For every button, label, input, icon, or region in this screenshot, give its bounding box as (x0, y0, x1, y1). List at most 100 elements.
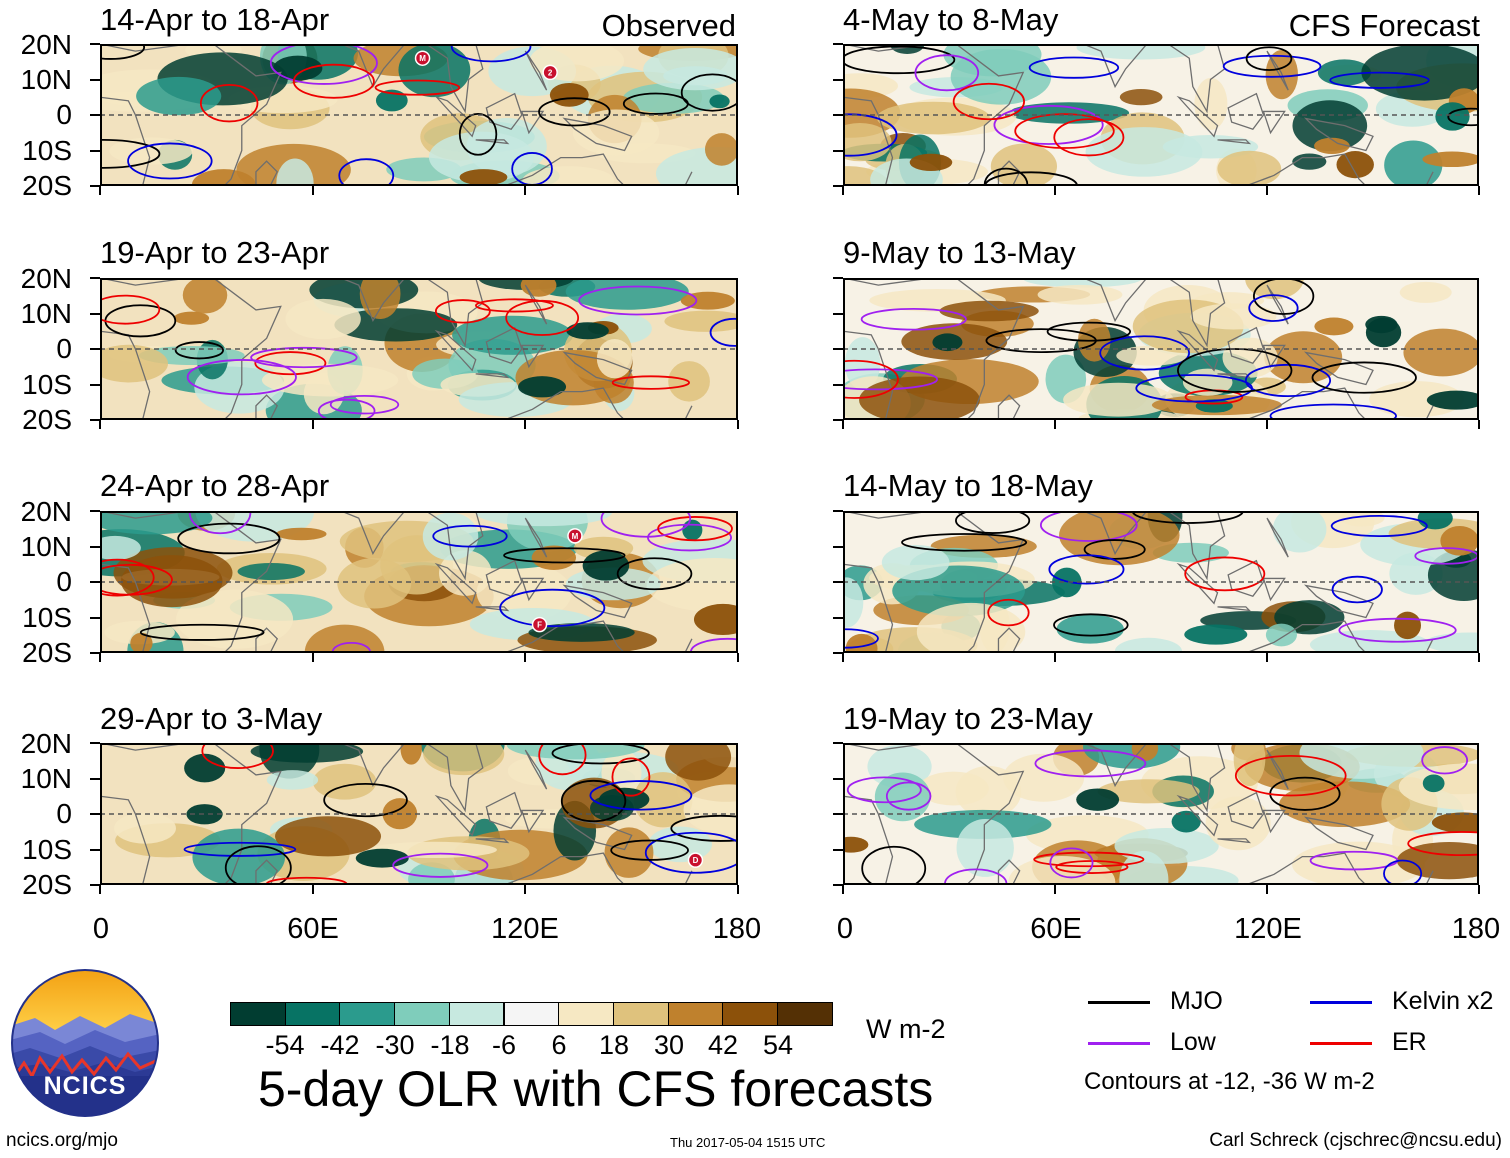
y-tick (90, 383, 100, 386)
olr-field (843, 743, 1479, 885)
x-tick (1478, 653, 1480, 662)
coastlines (843, 511, 1434, 653)
panel-title: 9-May to 13-May (843, 235, 1076, 270)
ncics-logo[interactable]: NCICS (10, 968, 160, 1118)
x-tick (99, 653, 101, 662)
panel-title: 29-Apr to 3-May (100, 701, 323, 736)
y-tick (90, 581, 100, 583)
y-tick (833, 78, 843, 81)
colorbar-label: 54 (762, 1030, 794, 1060)
y-tick-label: 10N (20, 531, 72, 562)
y-tick (833, 616, 843, 619)
y-tick (90, 277, 100, 279)
legend-label-mjo: MJO (1170, 987, 1223, 1015)
y-tick-label: 0 (56, 99, 72, 130)
x-tick (524, 653, 527, 662)
ncics-logo-graphic: NCICS (11, 969, 159, 1117)
main-title: 5-day OLR with CFS forecasts (258, 1061, 934, 1117)
x-tick (1054, 653, 1056, 662)
coastlines (843, 44, 1434, 186)
y-tick-label: 10S (22, 602, 72, 633)
x-tick (99, 885, 101, 894)
legend-label-low: Low (1170, 1028, 1216, 1056)
storm-marker: F (531, 616, 548, 633)
colorbar-label: 6 (551, 1030, 567, 1060)
olr-map (843, 278, 1479, 420)
y-tick (90, 312, 100, 315)
y-tick (833, 185, 843, 187)
legend-line-low (1088, 1042, 1150, 1045)
y-tick (90, 510, 100, 512)
y-tick (90, 813, 100, 815)
svg-text:D: D (693, 856, 699, 865)
x-tick-label: 60E (287, 913, 339, 945)
x-tick-label: 60E (1030, 913, 1082, 945)
y-tick-label: 20S (22, 869, 72, 900)
panel-title: 14-May to 18-May (843, 468, 1093, 503)
colorbar-swatch (722, 1002, 778, 1026)
y-tick-label: 10N (20, 64, 72, 95)
y-tick-label: 0 (56, 566, 72, 597)
olr-field (843, 278, 1479, 420)
y-tick-label: 10N (20, 763, 72, 794)
olr-map (843, 511, 1479, 653)
panel-title: 4-May to 8-May (843, 2, 1059, 37)
y-tick (833, 848, 843, 851)
x-tick (842, 186, 844, 195)
y-tick-label: 20N (20, 263, 72, 294)
y-tick (833, 383, 843, 386)
x-tick (842, 653, 844, 662)
x-tick-label: 180 (1451, 913, 1501, 945)
x-tick (524, 885, 527, 894)
x-tick (1478, 885, 1480, 894)
panel-title: 19-May to 23-May (843, 701, 1093, 736)
y-tick (833, 581, 843, 583)
x-tick (1266, 885, 1268, 894)
y-tick-label: 0 (56, 798, 72, 829)
y-tick (833, 348, 843, 350)
panel-tag-forecast: CFS Forecast (1288, 8, 1480, 43)
x-tick (311, 420, 314, 429)
y-tick (90, 43, 100, 45)
y-tick (833, 813, 843, 815)
y-tick (833, 114, 843, 116)
y-tick (833, 149, 843, 152)
olr-map (843, 44, 1479, 186)
y-tick (90, 616, 100, 619)
storm-marker: 2 (542, 64, 558, 81)
x-tick-label: 180 (712, 913, 762, 945)
colorbar-label: -18 (430, 1030, 470, 1060)
x-tick (1478, 186, 1480, 195)
y-tick-label: 0 (56, 333, 72, 364)
colorbar-swatch (667, 1002, 724, 1026)
y-tick-label: 20N (20, 29, 72, 60)
x-tick-label: 0 (92, 913, 110, 945)
y-tick (833, 510, 843, 512)
x-tick-label: 0 (836, 913, 854, 945)
legend-line-er (1310, 1042, 1372, 1045)
y-tick (90, 652, 100, 654)
olr-field: D (100, 743, 738, 885)
storm-marker: D (687, 852, 704, 868)
y-tick (833, 742, 843, 744)
y-tick-label: 10S (22, 369, 72, 400)
y-tick-label: 20S (22, 637, 72, 668)
colorbar-label: -42 (320, 1030, 360, 1060)
olr-field (843, 511, 1479, 653)
y-tick (833, 777, 843, 780)
olr-field (100, 278, 738, 420)
olr-field: MF (100, 511, 738, 653)
olr-field (843, 44, 1479, 186)
y-tick (90, 78, 100, 81)
footer-timestamp: Thu 2017-05-04 1515 UTC (670, 1135, 826, 1150)
footer-url[interactable]: ncics.org/mjo (6, 1130, 118, 1151)
y-tick (833, 277, 843, 279)
colorbar-swatch (394, 1002, 450, 1026)
colorbar-label: 30 (653, 1030, 685, 1060)
y-tick-label: 10S (22, 135, 72, 166)
y-tick-label: 10S (22, 834, 72, 865)
panel-tag-observed: Observed (601, 8, 736, 43)
y-tick (833, 884, 843, 886)
olr-map (100, 278, 738, 420)
colorbar-swatch (284, 1002, 341, 1026)
